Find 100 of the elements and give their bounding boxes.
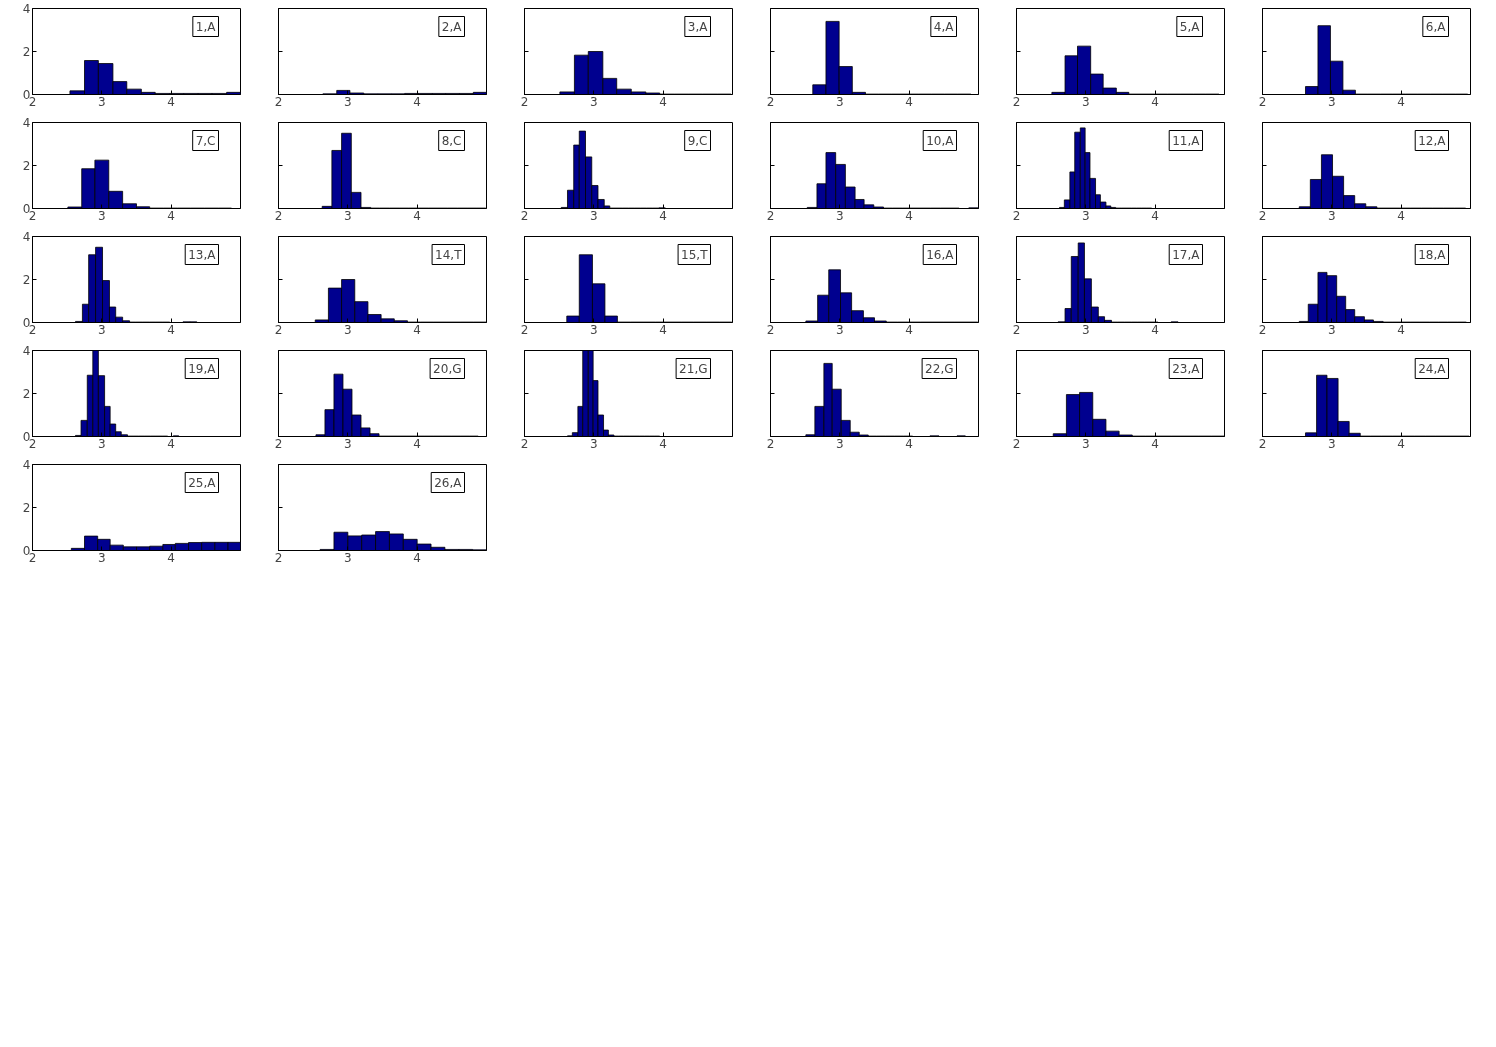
text: 25,A [188, 475, 217, 490]
text: 14,T [435, 247, 463, 262]
text: 2,A [441, 19, 463, 34]
x-tick-label: 2 [1258, 436, 1267, 451]
x-tick-label: 3 [344, 550, 352, 565]
x-tick-label: 3 [98, 94, 106, 109]
x-tick-label: 2 [1258, 208, 1267, 223]
text: 23,A [1172, 361, 1201, 376]
x-tick-label: 3 [836, 94, 844, 109]
x-tick-label: 2 [274, 436, 283, 451]
x-tick-label: 3 [590, 208, 598, 223]
x-tick-label: 4 [413, 550, 421, 565]
x-tick-label: 3 [344, 94, 352, 109]
x-tick-label: 4 [905, 322, 913, 337]
x-tick-label: 2 [274, 550, 283, 565]
x-tick-label: 3 [836, 322, 844, 337]
x-tick-label: 4 [1151, 322, 1159, 337]
x-tick-label: 4 [659, 94, 667, 109]
x-tick-label: 3 [1328, 208, 1336, 223]
text: 6,A [1425, 19, 1447, 34]
x-tick-label: 3 [98, 208, 106, 223]
x-tick-label: 2 [274, 94, 283, 109]
x-tick-label: 2 [1258, 322, 1267, 337]
text: 19,A [188, 361, 217, 376]
x-tick-label: 4 [1151, 436, 1159, 451]
x-tick-label: 3 [98, 436, 106, 451]
y-tick-label: 2 [22, 387, 31, 401]
text: 21,G [679, 361, 708, 376]
x-tick-label: 2 [766, 94, 775, 109]
text: 4,A [933, 19, 955, 34]
y-tick-label: 2 [22, 273, 31, 287]
x-tick-label: 2 [766, 322, 775, 337]
x-tick-label: 2 [1012, 94, 1021, 109]
y-tick-label: 0 [22, 88, 31, 102]
x-tick-label: 4 [413, 322, 421, 337]
x-tick-label: 4 [905, 94, 913, 109]
text: 1,A [195, 19, 217, 34]
x-tick-label: 4 [413, 208, 421, 223]
text: 11,A [1172, 133, 1201, 148]
y-tick-label: 2 [22, 45, 31, 59]
x-tick-label: 3 [590, 322, 598, 337]
x-tick-label: 4 [1151, 208, 1159, 223]
text: 10,A [926, 133, 955, 148]
y-tick-label: 4 [22, 458, 31, 472]
y-tick-label: 2 [22, 159, 31, 173]
x-tick-label: 4 [167, 208, 175, 223]
x-tick-label: 4 [659, 208, 667, 223]
y-tick-label: 0 [22, 316, 31, 330]
text: 24,A [1418, 361, 1447, 376]
x-tick-label: 4 [1151, 94, 1159, 109]
x-tick-label: 4 [167, 94, 175, 109]
x-tick-label: 2 [766, 208, 775, 223]
x-tick-label: 2 [520, 322, 529, 337]
x-tick-label: 3 [344, 322, 352, 337]
y-tick-label: 2 [22, 501, 31, 515]
text: 12,A [1418, 133, 1447, 148]
x-tick-label: 3 [98, 550, 106, 565]
x-tick-label: 2 [1258, 94, 1267, 109]
x-tick-label: 2 [1012, 208, 1021, 223]
x-tick-label: 2 [766, 436, 775, 451]
y-tick-label: 4 [22, 2, 31, 16]
x-tick-label: 3 [836, 436, 844, 451]
x-tick-label: 2 [520, 208, 529, 223]
x-tick-label: 3 [344, 208, 352, 223]
x-tick-label: 4 [1397, 94, 1405, 109]
x-tick-label: 4 [167, 436, 175, 451]
y-tick-label: 4 [22, 230, 31, 244]
x-tick-label: 2 [520, 94, 529, 109]
text: 8,C [441, 133, 462, 148]
text: 5,A [1179, 19, 1201, 34]
y-tick-label: 4 [22, 344, 31, 358]
x-tick-label: 2 [1012, 436, 1021, 451]
text: 9,C [687, 133, 708, 148]
x-tick-label: 3 [1328, 436, 1336, 451]
x-tick-label: 2 [1012, 322, 1021, 337]
x-tick-label: 4 [1397, 208, 1405, 223]
x-tick-label: 3 [590, 436, 598, 451]
text: 20,G [433, 361, 462, 376]
x-tick-label: 2 [274, 322, 283, 337]
x-tick-label: 4 [167, 322, 175, 337]
x-tick-label: 3 [1082, 436, 1090, 451]
x-tick-label: 4 [167, 550, 175, 565]
y-tick-label: 4 [22, 116, 31, 130]
text: 3,A [687, 19, 709, 34]
x-tick-label: 3 [1328, 322, 1336, 337]
text: 26,A [434, 475, 463, 490]
x-tick-label: 4 [659, 436, 667, 451]
x-tick-label: 4 [1397, 322, 1405, 337]
x-tick-label: 4 [905, 436, 913, 451]
text: 7,C [195, 133, 216, 148]
text: 13,A [188, 247, 217, 262]
x-tick-label: 3 [836, 208, 844, 223]
x-tick-label: 3 [1082, 208, 1090, 223]
text: 17,A [1172, 247, 1201, 262]
x-tick-label: 2 [274, 208, 283, 223]
x-tick-label: 3 [1082, 94, 1090, 109]
x-tick-label: 4 [1397, 436, 1405, 451]
text: 16,A [926, 247, 955, 262]
x-tick-label: 3 [590, 94, 598, 109]
x-tick-label: 3 [344, 436, 352, 451]
